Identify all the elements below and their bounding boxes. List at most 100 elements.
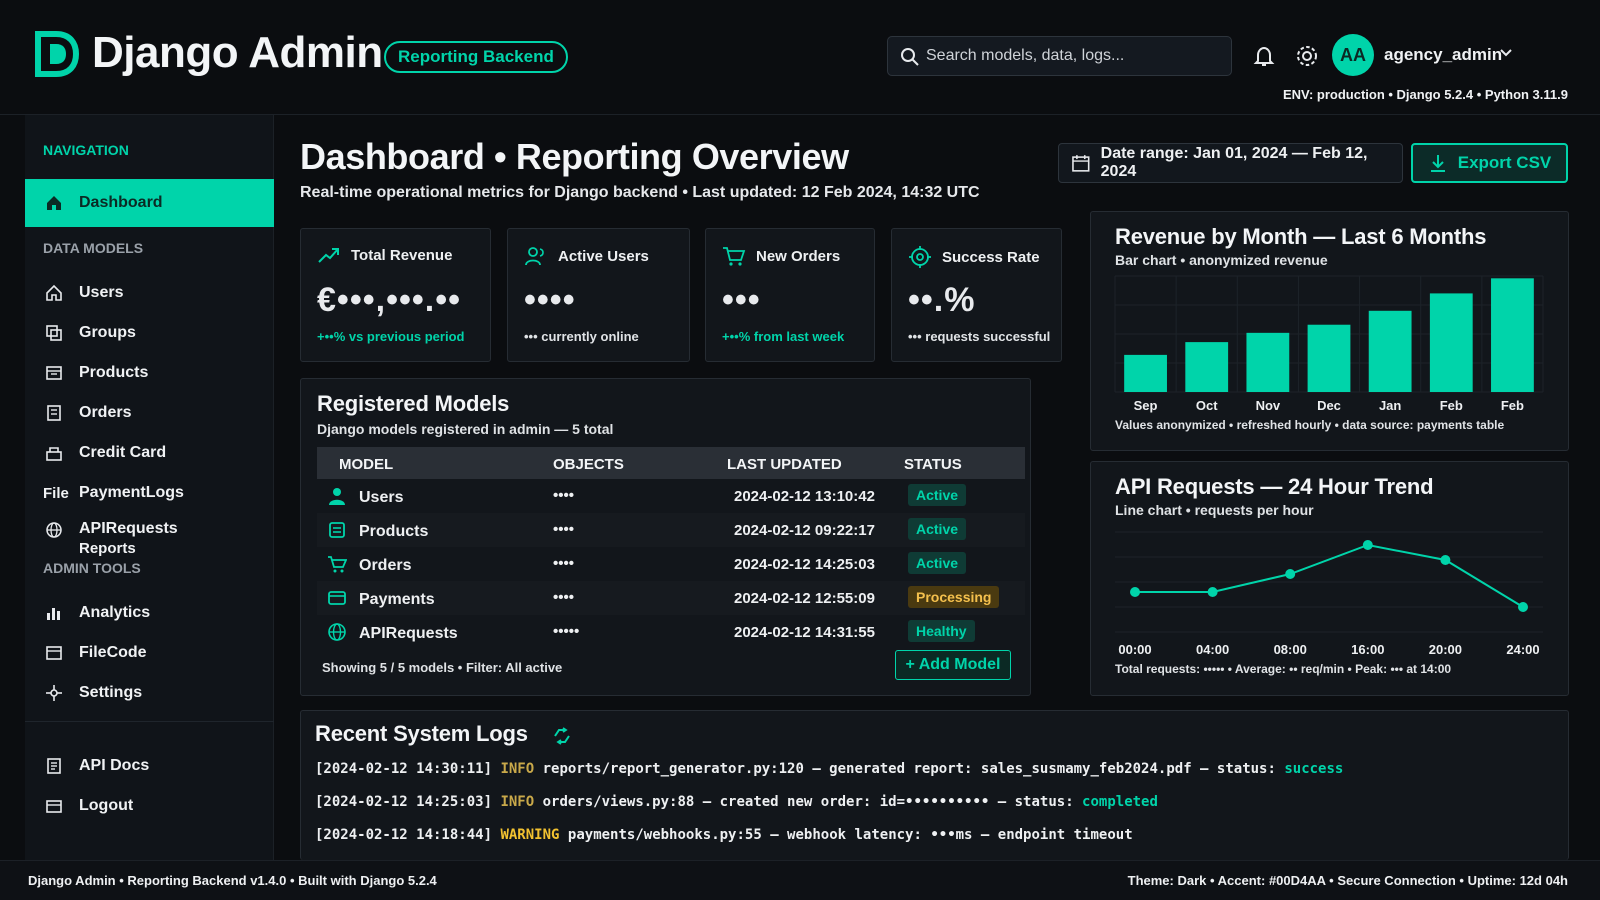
- sidebar-item-label: API Docs: [79, 757, 150, 774]
- log-line: [2024-02-12 14:30:11] INFO reports/repor…: [315, 761, 1343, 777]
- sidebar-item-settings[interactable]: Settings: [25, 673, 274, 713]
- stat-header: Total Revenue: [317, 245, 452, 265]
- model-name[interactable]: Payments: [359, 591, 435, 608]
- date-range-button[interactable]: Date range: Jan 01, 2024 — Feb 12, 2024: [1058, 143, 1403, 183]
- sidebar-item-paymentlogs[interactable]: File PaymentLogs: [25, 473, 274, 513]
- sidebar-item-groups[interactable]: Groups: [25, 313, 274, 353]
- sidebar-item-sublabel: Reports: [79, 540, 136, 557]
- admin-tools-section-label: ADMIN TOOLS: [43, 560, 141, 576]
- page-subtitle: Real-time operational metrics for Django…: [300, 184, 980, 201]
- data-point[interactable]: [1130, 587, 1140, 597]
- data-point[interactable]: [1440, 555, 1451, 565]
- log-status: success: [1284, 761, 1344, 777]
- chart-title: Revenue by Month — Last 6 Months: [1115, 224, 1487, 249]
- sidebar-item-label: Credit Card: [79, 444, 167, 461]
- registered-models-card: Registered Models Django models register…: [300, 378, 1031, 696]
- products-icon: [329, 522, 345, 538]
- model-name[interactable]: Orders: [359, 557, 412, 574]
- environment-badge: Reporting Backend: [384, 41, 568, 73]
- sidebar-item-apirequests[interactable]: APIRequests Reports: [25, 513, 274, 559]
- nav-section-label: NAVIGATION: [43, 142, 129, 158]
- bar[interactable]: [1491, 278, 1534, 392]
- table-footer: Showing 5 / 5 models • Filter: All activ…: [322, 660, 563, 675]
- sidebar-item-products[interactable]: Products: [25, 353, 274, 393]
- add-model-button[interactable]: + Add Model: [895, 650, 1011, 680]
- stat-footnote: +••% from last week: [722, 329, 845, 344]
- status-badge: Processing: [908, 586, 1000, 608]
- table-row[interactable]: Orders •••• 2024-02-12 14:25:03 Active: [317, 547, 1025, 581]
- bar[interactable]: [1124, 354, 1167, 392]
- sidebar-item-label: Analytics: [79, 604, 151, 621]
- environment-info: ENV: production • Django 5.2.4 • Python …: [1282, 87, 1568, 102]
- log-timestamp: [2024-02-12 14:25:03]: [315, 794, 493, 810]
- column-header-model[interactable]: MODEL: [339, 456, 394, 473]
- x-tick-label: 24:00: [1506, 642, 1539, 657]
- bar[interactable]: [1246, 332, 1290, 392]
- export-csv-button[interactable]: Export CSV: [1411, 143, 1568, 183]
- sidebar-item-credit-card[interactable]: Credit Card: [25, 433, 274, 473]
- django-logo-icon: [35, 31, 80, 77]
- stat-header: Success Rate: [908, 245, 1040, 269]
- column-header-status[interactable]: STATUS: [904, 456, 962, 473]
- data-point[interactable]: [1285, 569, 1296, 579]
- sidebar-item-users[interactable]: Users: [25, 273, 274, 313]
- calendar-icon: [1072, 155, 1090, 172]
- table-header: MODEL OBJECTS LAST UPDATED STATUS: [317, 447, 1025, 479]
- model-name[interactable]: Products: [359, 523, 429, 540]
- chevron-down-icon[interactable]: [1500, 49, 1512, 57]
- bar[interactable]: [1368, 310, 1412, 392]
- refresh-icon[interactable]: [551, 726, 573, 746]
- stat-value: €•••,•••.••: [317, 281, 462, 319]
- sidebar-item-logout[interactable]: Logout: [25, 786, 274, 826]
- stat-header: Active Users: [524, 245, 649, 267]
- sidebar-item-label: Products: [79, 364, 149, 381]
- search-input[interactable]: [926, 37, 1226, 75]
- status-badge: Active: [908, 518, 967, 540]
- model-name[interactable]: APIRequests: [359, 625, 458, 642]
- stat-card-active-users: Active Users •••• ••• currently online: [507, 228, 690, 362]
- x-tick-label: 08:00: [1274, 642, 1307, 657]
- data-point[interactable]: [1207, 587, 1218, 597]
- bar[interactable]: [1429, 293, 1473, 392]
- card-title: Recent System Logs: [315, 721, 528, 746]
- sidebar-item-orders[interactable]: Orders: [25, 393, 274, 433]
- card-icon: [328, 591, 346, 605]
- object-count: •••••: [553, 623, 580, 640]
- x-tick-label: Dec: [1317, 398, 1341, 413]
- sidebar-item-api-docs[interactable]: API Docs: [25, 746, 274, 786]
- stat-value: ••••: [524, 281, 576, 319]
- revenue-bar-chart: Sep Oct Nov Dec Jan Feb Feb: [1114, 275, 1544, 413]
- last-updated: 2024-02-12 14:31:55: [734, 624, 875, 641]
- username[interactable]: agency_admin: [1384, 45, 1503, 64]
- data-point[interactable]: [1518, 602, 1528, 612]
- log-level: INFO: [500, 761, 535, 777]
- status-badge: Active: [908, 484, 967, 506]
- filecode-icon: [43, 642, 65, 664]
- model-name[interactable]: Users: [359, 489, 404, 506]
- bar[interactable]: [1307, 324, 1351, 392]
- gear-icon[interactable]: [1295, 44, 1319, 68]
- stat-card-success-rate: Success Rate ••.% ••• requests successfu…: [891, 228, 1062, 362]
- sidebar-item-analytics[interactable]: Analytics: [25, 593, 274, 633]
- table-row[interactable]: Products •••• 2024-02-12 09:22:17 Active: [317, 513, 1025, 547]
- sidebar-item-filecode[interactable]: FileCode: [25, 633, 274, 673]
- avatar[interactable]: AA: [1332, 34, 1374, 76]
- x-tick-label: Feb: [1440, 398, 1463, 413]
- last-updated: 2024-02-12 12:55:09: [734, 590, 875, 607]
- column-header-last-updated[interactable]: LAST UPDATED: [727, 456, 842, 473]
- table-row[interactable]: Payments •••• 2024-02-12 12:55:09 Processin…: [317, 581, 1025, 615]
- page-title: Dashboard • Reporting Overview: [300, 136, 849, 177]
- bell-icon[interactable]: [1252, 44, 1276, 68]
- sidebar-item-label: Logout: [79, 797, 134, 814]
- stat-label: New Orders: [756, 247, 841, 265]
- sidebar-item-label: Users: [79, 284, 124, 301]
- table-row[interactable]: Users •••• 2024-02-12 13:10:42 Active: [317, 479, 1025, 513]
- object-count: ••••: [553, 521, 575, 538]
- table-row[interactable]: APIRequests ••••• 2024-02-12 14:31:55 Healt…: [317, 615, 1025, 649]
- bar[interactable]: [1185, 342, 1229, 392]
- column-header-objects[interactable]: OBJECTS: [553, 456, 624, 473]
- search-box[interactable]: [887, 36, 1232, 76]
- sidebar-item-dashboard[interactable]: Dashboard: [25, 179, 274, 227]
- home-icon: [43, 282, 65, 304]
- data-point[interactable]: [1362, 540, 1373, 550]
